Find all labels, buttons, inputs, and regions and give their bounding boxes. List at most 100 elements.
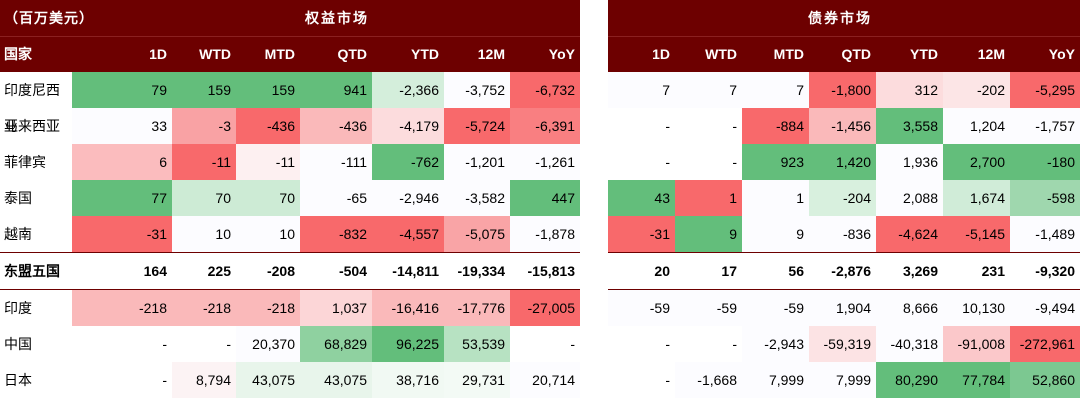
table-row: 7 7 7 -1,800 312 -202 -5,295 <box>608 72 1080 108</box>
table-cell: -1,489 <box>1010 216 1080 252</box>
col-header-qtd: QTD <box>337 46 367 62</box>
table-cell: 20 <box>608 253 675 289</box>
table-row: 20 17 56 -2,876 3,269 231 -9,320 <box>608 252 1080 290</box>
table-cell: -2,943 <box>742 326 809 362</box>
table-cell: 79 <box>72 72 172 108</box>
table-cell: 941 <box>300 72 372 108</box>
table-cell: 80,290 <box>876 362 943 398</box>
table-cell: 53,539 <box>444 326 510 362</box>
table-row: 印度尼西亚 79 159 159 941 -2,366 -3,752 -6,732 <box>0 72 580 134</box>
table-row: 中国 - -20,370 68,829 96,225 53,539- <box>0 326 580 362</box>
table-row: - - -2,943 -59,319 -40,318 -91,008 -272,961 <box>608 326 1080 362</box>
table-cell: 1,904 <box>809 290 876 326</box>
table-cell: -4,179 <box>372 108 444 144</box>
table-cell: 33 <box>72 108 172 144</box>
bond-header-row: 1D WTD MTD QTD YTD 12M YoY <box>608 36 1080 72</box>
table-cell: -598 <box>1010 180 1080 216</box>
table-cell: -5,145 <box>943 216 1010 252</box>
table-row: -31 9 9 -836 -4,624 -5,145 -1,489 <box>608 216 1080 252</box>
table-cell: -5,075 <box>444 216 510 252</box>
table-cell: -2,876 <box>809 253 876 289</box>
table-cell: 9 <box>675 216 742 252</box>
table-cell: -4,624 <box>876 216 943 252</box>
table-cell: 38,716 <box>372 362 444 398</box>
table-cell: -19,334 <box>444 253 510 289</box>
table-cell: - <box>608 362 675 398</box>
table-cell: - <box>608 108 675 144</box>
table-cell: - <box>510 326 580 362</box>
table-row: 菲律宾 6 -11 -11 -111 -762 -1,201 -1,261 <box>0 144 580 180</box>
table-cell: -1,456 <box>809 108 876 144</box>
table-cell: -208 <box>236 253 300 289</box>
table-cell: -9,320 <box>1010 253 1080 289</box>
col-header-yoy: YoY <box>548 46 575 62</box>
table-cell: -836 <box>809 216 876 252</box>
unit-label: （百万美元） <box>4 10 94 26</box>
table-cell: -91,008 <box>943 326 1010 362</box>
table-row: 越南 -31 10 10 -832 -4,557 -5,075 -1,878 <box>0 216 580 252</box>
table-cell: 77,784 <box>943 362 1010 398</box>
table-cell: -1,668 <box>675 362 742 398</box>
table-cell: -5,724 <box>444 108 510 144</box>
col-header-wtd: WTD <box>199 46 231 62</box>
table-cell: 7,999 <box>742 362 809 398</box>
table-cell: 70 <box>236 180 300 216</box>
table-cell: - <box>72 362 172 398</box>
col-header-1d: 1D <box>149 46 167 62</box>
col-header-mtd: MTD <box>773 46 804 62</box>
table-cell: 159 <box>172 72 236 108</box>
country-name: 泰国 <box>4 190 32 206</box>
table-cell: 77 <box>72 180 172 216</box>
table-cell: - <box>675 144 742 180</box>
table-cell: - <box>608 326 675 362</box>
bond-table-body: 7 7 7 -1,800 312 -202 -5,295- - -884 -1,456 3,558 1… <box>608 72 1080 398</box>
table-cell: 43 <box>608 180 675 216</box>
table-cell: 447 <box>510 180 580 216</box>
table-cell: 1,674 <box>943 180 1010 216</box>
col-header-wtd: WTD <box>705 46 737 62</box>
col-header-12m: 12M <box>977 46 1005 62</box>
table-cell: -6,732 <box>510 72 580 108</box>
country-name: 马来西亚 <box>4 118 60 134</box>
table-cell: -9,494 <box>1010 290 1080 326</box>
table-cell: -31 <box>608 216 675 252</box>
col-header-ytd: YTD <box>411 46 439 62</box>
table-cell: -218 <box>72 290 172 326</box>
table-cell: -436 <box>236 108 300 144</box>
table-cell: 20,370 <box>236 326 300 362</box>
table-cell: - <box>675 326 742 362</box>
table-cell: 3,558 <box>876 108 943 144</box>
table-cell: -436 <box>300 108 372 144</box>
table-row: -59 -59 -59 1,904 8,666 10,130 -9,494 <box>608 290 1080 326</box>
table-cell: -6,391 <box>510 108 580 144</box>
table-cell: -204 <box>809 180 876 216</box>
equity-table-body: 印度尼西亚 79 159 159 941 -2,366 -3,752 -6,732 马来西亚 33… <box>0 72 580 398</box>
table-cell: 1,936 <box>876 144 943 180</box>
country-name: 东盟五国 <box>4 263 60 279</box>
table-cell: 68,829 <box>300 326 372 362</box>
table-row: - -1,668 7,999 7,999 80,290 77,784 52,860 <box>608 362 1080 398</box>
table-cell: -17,776 <box>444 290 510 326</box>
table-cell: -3,752 <box>444 72 510 108</box>
table-cell: -16,416 <box>372 290 444 326</box>
table-cell: -40,318 <box>876 326 943 362</box>
table-cell: 52,860 <box>1010 362 1080 398</box>
table-cell: -2,366 <box>372 72 444 108</box>
table-cell: -31 <box>72 216 172 252</box>
table-cell: - <box>72 326 172 362</box>
table-cell: 10,130 <box>943 290 1010 326</box>
table-cell: -11 <box>236 144 300 180</box>
country-name: 菲律宾 <box>4 154 46 170</box>
table-row: 马来西亚 33 -3 -436 -436 -4,179 -5,724 -6,391 <box>0 108 580 144</box>
col-header-qtd: QTD <box>841 46 871 62</box>
table-cell: -3,582 <box>444 180 510 216</box>
table-cell: -272,961 <box>1010 326 1080 362</box>
country-name: 中国 <box>4 336 32 352</box>
table-cell: - <box>675 108 742 144</box>
table-cell: 225 <box>172 253 236 289</box>
table-cell: 6 <box>72 144 172 180</box>
table-cell: -202 <box>943 72 1010 108</box>
table-cell: -5,295 <box>1010 72 1080 108</box>
col-header-mtd: MTD <box>264 46 295 62</box>
table-cell: 923 <box>742 144 809 180</box>
